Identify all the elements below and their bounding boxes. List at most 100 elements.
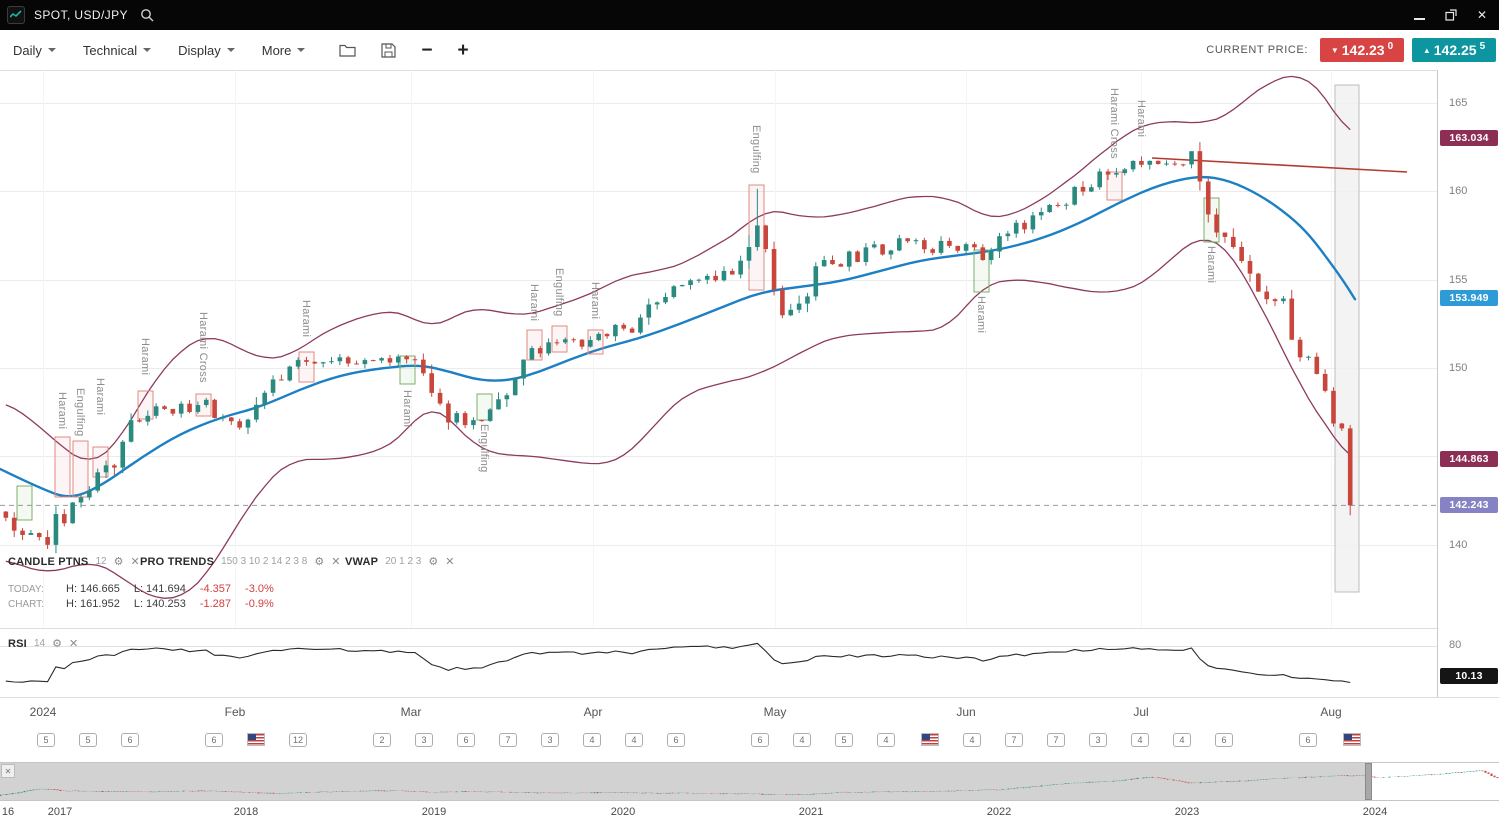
candle-body: [972, 244, 977, 248]
popout-icon[interactable]: [1445, 9, 1457, 21]
candle-body: [279, 379, 284, 381]
econ-event-badge[interactable]: 3: [415, 733, 433, 747]
remove-indicator-icon[interactable]: ✕: [445, 556, 455, 568]
close-icon[interactable]: ✕: [1476, 8, 1487, 22]
econ-event-badge[interactable]: 6: [1299, 733, 1317, 747]
remove-indicator-icon[interactable]: ✕: [130, 556, 140, 568]
us-flag-icon[interactable]: [247, 733, 265, 746]
candle-body: [738, 260, 743, 275]
candle-body: [429, 373, 434, 393]
candle-body: [1172, 163, 1178, 165]
econ-event-badge[interactable]: 6: [457, 733, 475, 747]
econ-event-badge[interactable]: 4: [963, 733, 981, 747]
candle-body: [537, 348, 543, 354]
search-icon[interactable]: [140, 8, 154, 22]
candle-body: [487, 409, 493, 421]
econ-event-badge[interactable]: 2: [373, 733, 391, 747]
candle-body: [78, 497, 84, 503]
navigator-chart[interactable]: [0, 763, 1499, 800]
candle-body: [613, 324, 618, 337]
us-flag-icon[interactable]: [1343, 733, 1361, 746]
remove-indicator-icon[interactable]: ✕: [68, 638, 79, 650]
zoom-in-button[interactable]: +: [457, 39, 469, 61]
chevron-down-icon: [297, 48, 306, 52]
time-axis[interactable]: 2024 Feb Mar Apr May Jun Jul Aug: [0, 697, 1499, 727]
candle-body: [95, 472, 100, 491]
price-axis[interactable]: 80 10.13 165160155150145140163.034153.94…: [1437, 70, 1499, 697]
menu-technical[interactable]: Technical: [83, 43, 152, 58]
navigator-close-icon[interactable]: ✕: [1, 764, 15, 778]
candle-body: [1072, 186, 1077, 205]
navigator[interactable]: ✕: [0, 762, 1499, 801]
candle-body: [1097, 171, 1102, 188]
candle-body: [846, 251, 852, 267]
price-axis-tick: 160: [1449, 185, 1468, 197]
econ-event-badge[interactable]: 7: [499, 733, 517, 747]
econ-event-badge[interactable]: 7: [1005, 733, 1023, 747]
gear-icon[interactable]: ⚙: [428, 556, 439, 568]
econ-event-badge[interactable]: 6: [121, 733, 139, 747]
remove-indicator-icon[interactable]: ✕: [331, 556, 341, 568]
today-high: H: 146.665: [66, 583, 120, 595]
econ-event-badge[interactable]: 5: [79, 733, 97, 747]
candle-body: [370, 360, 376, 362]
resistance-trendline[interactable]: [1151, 157, 1408, 173]
indicator-params: 14: [33, 638, 46, 649]
candle-body: [788, 309, 794, 316]
open-folder-icon[interactable]: [339, 43, 356, 57]
candle-body: [546, 342, 551, 354]
candle-body: [512, 378, 518, 396]
year-label: 2021: [798, 806, 824, 818]
econ-event-badge[interactable]: 4: [877, 733, 895, 747]
econ-event-badge[interactable]: 4: [625, 733, 643, 747]
candle-body: [245, 419, 251, 428]
candle-body: [1339, 423, 1345, 429]
econ-event-badge[interactable]: 6: [1215, 733, 1233, 747]
gear-icon[interactable]: ⚙: [52, 638, 62, 650]
main-candlestick-chart[interactable]: [0, 70, 1437, 628]
econ-event-badge[interactable]: 4: [583, 733, 601, 747]
zoom-out-button[interactable]: −: [421, 39, 433, 61]
titlebar: SPOT, USD/JPY ✕: [0, 0, 1499, 30]
econ-event-badge[interactable]: 4: [1173, 733, 1191, 747]
candle-body: [1047, 204, 1052, 213]
econ-event-badge[interactable]: 3: [541, 733, 559, 747]
candle-body: [254, 404, 259, 420]
month-label: Jun: [956, 705, 976, 719]
gear-icon[interactable]: ⚙: [314, 556, 325, 568]
econ-event-badge[interactable]: 6: [205, 733, 223, 747]
price-badge: 163.034: [1440, 130, 1498, 146]
us-flag-icon[interactable]: [921, 733, 939, 746]
zoom-selection-region[interactable]: [1334, 84, 1360, 593]
today-low: L: 141.694: [133, 583, 186, 595]
today-change-pct: -3.0%: [245, 583, 274, 595]
econ-event-badge[interactable]: 5: [835, 733, 853, 747]
navigator-unselected-region[interactable]: [0, 763, 1368, 800]
minimize-icon[interactable]: [1413, 10, 1425, 20]
econ-event-badge[interactable]: 6: [667, 733, 685, 747]
gear-icon[interactable]: ⚙: [113, 556, 124, 568]
econ-event-badge[interactable]: 4: [1131, 733, 1149, 747]
bid-price-button[interactable]: ▼ 142.23 0: [1320, 38, 1404, 62]
econ-event-badge[interactable]: 7: [1047, 733, 1065, 747]
candle-body: [128, 420, 134, 442]
econ-event-badge[interactable]: 5: [37, 733, 55, 747]
candle-body: [320, 362, 326, 364]
menu-more[interactable]: More: [262, 43, 306, 58]
rsi-chart[interactable]: [0, 629, 1437, 698]
save-icon[interactable]: [381, 42, 396, 58]
candle-body: [554, 342, 560, 344]
menu-display[interactable]: Display: [178, 43, 235, 58]
ask-price-button[interactable]: ▲ 142.25 5: [1412, 38, 1496, 62]
menu-daily[interactable]: Daily: [13, 43, 56, 58]
candle-body: [638, 317, 643, 333]
navigator-range-handle[interactable]: [1365, 763, 1372, 800]
econ-event-badge[interactable]: 4: [793, 733, 811, 747]
econ-event-badge[interactable]: 3: [1089, 733, 1107, 747]
candle-body: [1089, 187, 1094, 192]
candle-body: [796, 303, 802, 310]
candle-body: [1038, 212, 1044, 216]
candle-body: [930, 249, 935, 253]
econ-event-badge[interactable]: 12: [289, 733, 307, 747]
econ-event-badge[interactable]: 6: [751, 733, 769, 747]
